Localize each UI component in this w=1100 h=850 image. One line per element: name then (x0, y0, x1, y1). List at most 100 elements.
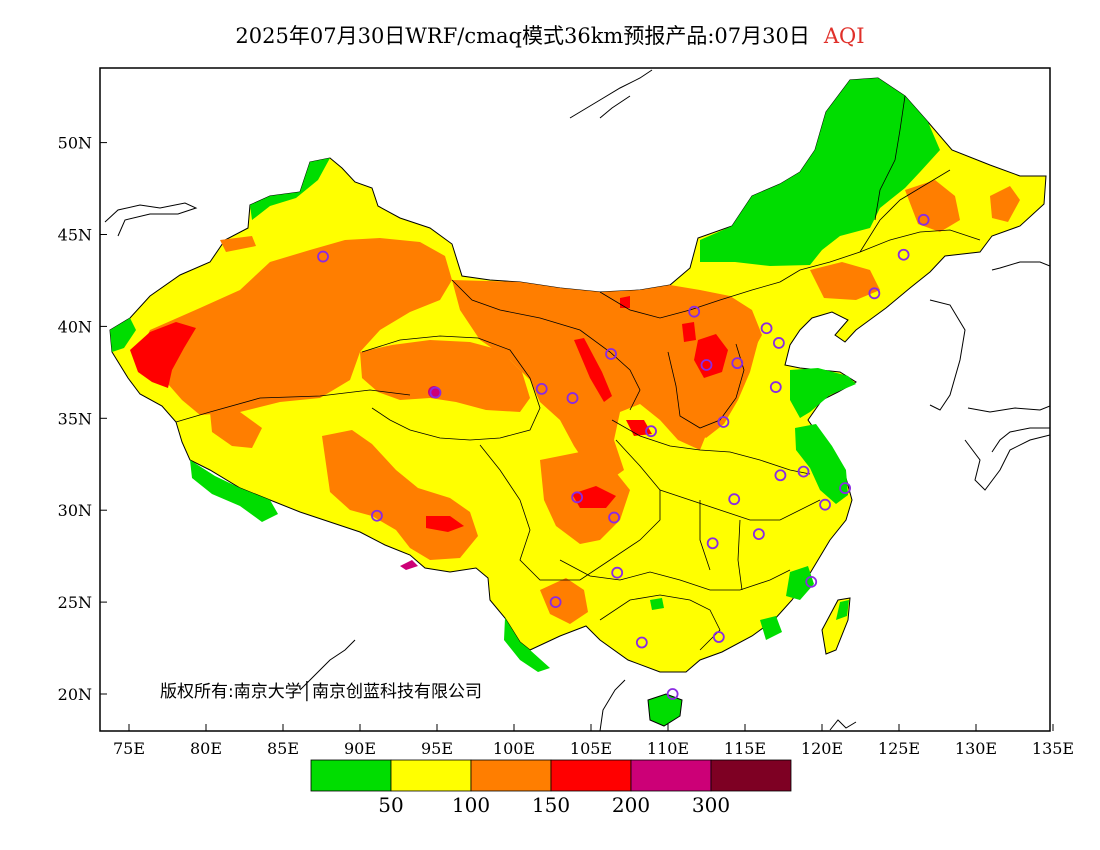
legend-label-100: 100 (452, 793, 490, 817)
shanxi-boundary (667, 343, 745, 429)
aqi-legend: 50 100 150 200 300 (310, 759, 792, 817)
xinjiang-orange-2 (220, 236, 256, 252)
legend-swatch (710, 759, 792, 792)
station-marker (706, 537, 719, 550)
map-frame (99, 67, 1051, 732)
station-marker (645, 425, 657, 438)
map-content (104, 69, 1050, 731)
lon-label-105E: 105E (570, 739, 612, 758)
heilongjiang-orange (990, 186, 1020, 222)
title-variable: AQI (823, 24, 865, 48)
lon-label-115E: 115E (724, 739, 766, 758)
gansu-red (574, 338, 612, 402)
station-marker (917, 213, 930, 226)
gansu-nmg-boundary (451, 279, 641, 411)
station-marker (752, 528, 765, 540)
lat-label-30N: 30N (58, 501, 92, 520)
station-marker (666, 688, 679, 700)
tibet-south-green (190, 460, 278, 522)
legend-swatch (390, 759, 472, 792)
shaanxi-shanxi-orange (676, 312, 758, 438)
xinjiang-orange (140, 238, 452, 415)
legend-swatch (470, 759, 552, 792)
station-marker (700, 359, 713, 371)
station-marker (566, 392, 579, 404)
lon-label-90E: 90E (344, 739, 376, 758)
hainan-island (647, 693, 683, 727)
lon-label-120E: 120E (801, 739, 843, 758)
lon-label-75E: 75E (113, 739, 145, 758)
yunnan-green (504, 618, 550, 672)
station-marker (611, 566, 624, 579)
nmg-red (620, 296, 630, 308)
guangdong-green (760, 616, 782, 640)
korea-japan-coast (929, 261, 1050, 491)
xinjiang-tibet-boundary (175, 389, 411, 423)
latitude-axis: 50N 45N 40N 35N 30N 25N 20N (58, 134, 107, 704)
station-marker (317, 250, 329, 263)
legend-label-150: 150 (532, 793, 570, 817)
sichuan-red (572, 486, 616, 508)
station-marker (717, 416, 730, 428)
southeast-asia-coast (299, 639, 857, 731)
station-marker (897, 248, 910, 261)
title-text: 2025年07月30日WRF/cmaq模式36km预报产品:07月30日 (235, 24, 810, 48)
station-marker (728, 493, 741, 506)
station-marker (371, 509, 383, 522)
lat-label-50N: 50N (58, 134, 92, 153)
legend-swatch (630, 759, 712, 792)
central-boundary (611, 419, 811, 475)
south-boundary (559, 559, 791, 591)
station-marker (760, 322, 773, 335)
hunan-jiangxi-boundary (659, 489, 821, 591)
station-marker (605, 348, 617, 360)
tibet-border-spot (400, 560, 418, 570)
lon-label-135E: 135E (1032, 739, 1074, 758)
lon-label-130E: 130E (955, 739, 997, 758)
qinghai-boundary (361, 335, 541, 441)
lon-label-85E: 85E (267, 739, 299, 758)
guangxi-boundary (599, 594, 721, 651)
shandong-green (790, 368, 856, 418)
station-marker (868, 287, 881, 300)
coastlines (104, 69, 1050, 731)
fujian-green (786, 566, 814, 600)
station-marker (635, 636, 648, 649)
yunnan-orange (540, 578, 588, 624)
kashgar-red (130, 322, 196, 388)
lon-label-95E: 95E (421, 739, 453, 758)
station-marker (571, 491, 584, 504)
northeast-inner (874, 95, 906, 221)
province-boundaries (175, 95, 981, 651)
copyright-text: 版权所有:南京大学│南京创蓝科技有限公司 (160, 681, 482, 702)
xinjiang-west-green (110, 318, 136, 352)
station-marker (549, 596, 562, 608)
lat-label-40N: 40N (58, 317, 92, 336)
station-marker (805, 575, 818, 588)
lon-label-80E: 80E (190, 739, 222, 758)
station-marker (819, 498, 831, 511)
guangxi-green (650, 598, 664, 610)
station-marker (608, 511, 620, 524)
jiangsu-green (795, 424, 848, 504)
legend-label-50: 50 (378, 793, 403, 817)
station-markers (317, 213, 930, 700)
lat-label-25N: 25N (58, 593, 92, 612)
station-marker (769, 381, 782, 393)
tibet-red (426, 516, 464, 532)
station-marker (731, 357, 744, 370)
lon-label-100E: 100E (493, 739, 535, 758)
station-marker (688, 305, 701, 318)
taiwan-green (836, 600, 849, 620)
caspian-coast (104, 202, 198, 237)
tibet-west-orange (210, 412, 262, 448)
lon-label-125E: 125E (878, 739, 920, 758)
northeast-boundary (779, 169, 981, 283)
xinjiang-north-green (250, 158, 330, 220)
northeast-green (700, 78, 940, 266)
station-marker (774, 469, 787, 482)
legend-swatch (550, 759, 632, 792)
station-marker (797, 465, 810, 478)
hebei-red (682, 322, 696, 342)
